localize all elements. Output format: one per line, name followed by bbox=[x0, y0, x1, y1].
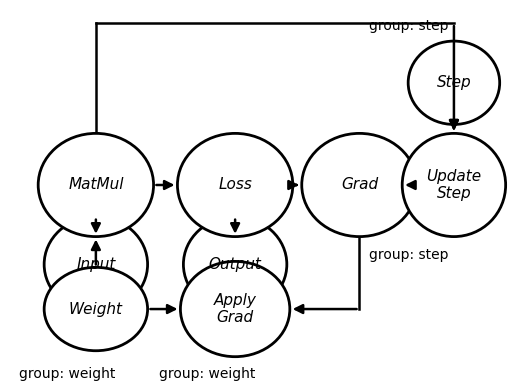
Text: Loss: Loss bbox=[218, 178, 252, 193]
Text: Apply
Grad: Apply Grad bbox=[214, 293, 256, 325]
Ellipse shape bbox=[177, 134, 293, 237]
Ellipse shape bbox=[38, 134, 154, 237]
Text: Grad: Grad bbox=[341, 178, 378, 193]
Text: group: weight: group: weight bbox=[20, 367, 116, 381]
Text: MatMul: MatMul bbox=[68, 178, 124, 193]
Text: Weight: Weight bbox=[69, 301, 123, 317]
Text: group: step: group: step bbox=[370, 19, 449, 33]
Text: Update
Step: Update Step bbox=[427, 169, 482, 201]
Ellipse shape bbox=[180, 261, 290, 357]
Ellipse shape bbox=[408, 41, 500, 124]
Ellipse shape bbox=[402, 134, 506, 237]
Text: Input: Input bbox=[76, 257, 116, 272]
Ellipse shape bbox=[302, 134, 417, 237]
Text: Output: Output bbox=[209, 257, 262, 272]
Ellipse shape bbox=[44, 267, 148, 351]
Text: group: weight: group: weight bbox=[158, 367, 255, 381]
Text: group: step: group: step bbox=[370, 247, 449, 261]
Text: Step: Step bbox=[436, 75, 471, 90]
Ellipse shape bbox=[44, 217, 148, 312]
Ellipse shape bbox=[183, 217, 287, 312]
